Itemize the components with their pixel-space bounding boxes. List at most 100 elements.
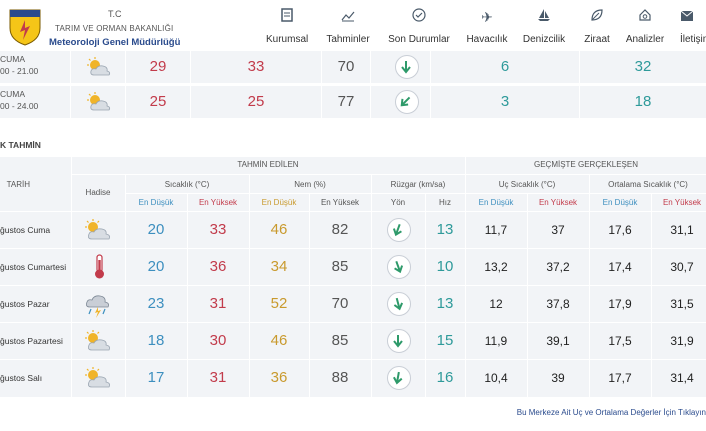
temp-max: 31 xyxy=(209,295,227,312)
wind-direction-icon xyxy=(395,90,419,114)
nav-label: Kurumsal xyxy=(266,34,309,45)
averages-link[interactable]: Bu Merkeze Ait Uç ve Ortalama Değerler İ… xyxy=(516,408,706,417)
partly-cloudy-icon xyxy=(84,367,112,394)
nav-son-durumlar[interactable]: Son Durumlar xyxy=(387,8,451,52)
extreme-min: 11,9 xyxy=(484,334,508,348)
nav-havacilik[interactable]: ✈ Havacılık xyxy=(466,8,508,52)
temp-max: 30 xyxy=(209,332,227,349)
nav-analizler[interactable]: Analizler xyxy=(625,8,665,52)
avg-max: 30,7 xyxy=(670,260,694,274)
hourly-humidity: 70 xyxy=(337,58,355,75)
wind-speed: 13 xyxy=(436,221,454,238)
partly-cloudy-icon xyxy=(86,92,112,117)
temp-header: Sıcaklık (°C) xyxy=(164,180,210,189)
nav-ziraat[interactable]: Ziraat xyxy=(582,8,612,52)
humidity-min: 46 xyxy=(270,221,288,238)
nav-denizcilik[interactable]: Denizcilik xyxy=(521,8,567,52)
temp-max: 36 xyxy=(209,258,227,275)
nav-kurumsal[interactable]: Kurumsal xyxy=(266,8,308,52)
history-group-header: GEÇMİŞTE GERÇEKLEŞEN xyxy=(533,160,639,169)
row-date: ğustos Salı xyxy=(0,373,43,383)
hourly-time: 00 - 24.00 xyxy=(0,101,39,111)
plane-icon: ✈ xyxy=(481,9,493,25)
nav-iletisim[interactable]: İletişim xyxy=(680,8,706,52)
nav-label: Tahminler xyxy=(326,34,370,45)
hourly-day: CUMA xyxy=(0,54,26,64)
org-name[interactable]: Meteoroloji Genel Müdürlüğü xyxy=(49,37,181,48)
extreme-max: 39 xyxy=(551,371,565,385)
humidity-max: 85 xyxy=(331,332,349,349)
chart-icon xyxy=(325,8,371,28)
wind-direction-icon xyxy=(387,218,411,242)
mgm-logo[interactable] xyxy=(8,8,42,46)
site-header: T.C TARIM VE ORMAN BAKANLIĞI Meteoroloji… xyxy=(0,0,706,57)
avg-min: 17,6 xyxy=(608,223,632,237)
sub-max: En Yüksek xyxy=(538,198,578,207)
hourly-humidity: 77 xyxy=(337,93,355,110)
sub-min: En Düşük xyxy=(261,198,297,207)
extreme-max: 39,1 xyxy=(546,334,570,348)
hourly-temp: 29 xyxy=(149,58,167,75)
partly-cloudy-icon xyxy=(84,330,112,357)
humidity-max: 88 xyxy=(331,369,349,386)
wind-speed: 15 xyxy=(436,332,454,349)
forecast-group-header: TAHMİN EDİLEN xyxy=(237,160,299,169)
temp-min: 18 xyxy=(147,332,165,349)
wind-direction-icon xyxy=(387,366,411,390)
wind-direction-icon xyxy=(387,329,411,353)
sub-max: En Yüksek xyxy=(320,198,360,207)
extreme-max: 37,2 xyxy=(546,260,570,274)
nav-label: Havacılık xyxy=(466,34,508,45)
hourly-row: CUMA 00 - 21.00 29 33 70 6 32 xyxy=(0,51,706,83)
extreme-temp-header: Uç Sıcaklık (°C) xyxy=(498,180,556,189)
sub-direction: Yön xyxy=(390,198,406,207)
humidity-max: 85 xyxy=(331,258,349,275)
wind-speed: 13 xyxy=(436,295,454,312)
wind-header: Rüzgar (km/sa) xyxy=(390,180,446,189)
wind-direction-icon xyxy=(387,255,411,279)
check-circle-icon xyxy=(387,8,451,28)
wind-direction-icon xyxy=(387,292,411,316)
temp-min: 17 xyxy=(147,369,165,386)
forecast-table xyxy=(0,157,706,397)
wind-direction-icon xyxy=(395,55,419,79)
avg-min: 17,7 xyxy=(608,371,632,385)
extreme-min: 11,7 xyxy=(484,223,508,237)
sub-max: En Yüksek xyxy=(198,198,238,207)
hourly-day: CUMA xyxy=(0,89,26,99)
avg-temp-header: Ortalama Sıcaklık (°C) xyxy=(608,180,688,189)
humidity-min: 34 xyxy=(270,258,288,275)
temp-max: 31 xyxy=(209,369,227,386)
tc-label: T.C xyxy=(108,9,122,19)
extreme-min: 10,4 xyxy=(484,371,508,385)
partly-cloudy-icon xyxy=(84,219,112,246)
avg-max: 31,9 xyxy=(670,334,694,348)
avg-max: 31,5 xyxy=(670,297,694,311)
leaf-icon xyxy=(582,8,612,28)
nav-label: Analizler xyxy=(625,34,665,45)
nav-tahminler[interactable]: Tahminler xyxy=(325,8,371,52)
humidity-max: 82 xyxy=(331,221,349,238)
sub-max: En Yüksek xyxy=(662,198,702,207)
extreme-min: 12 xyxy=(489,297,503,311)
thunderstorm-icon xyxy=(84,293,112,324)
humidity-max: 70 xyxy=(331,295,349,312)
hourly-feels: 25 xyxy=(247,93,265,110)
extreme-max: 37 xyxy=(551,223,565,237)
section-title: K TAHMİN xyxy=(0,140,41,150)
sub-min: En Düşük xyxy=(602,198,638,207)
temp-max: 33 xyxy=(209,221,227,238)
envelope-icon xyxy=(680,8,706,28)
sub-min: En Düşük xyxy=(478,198,514,207)
hourly-row: CUMA 00 - 24.00 25 25 77 3 18 xyxy=(0,86,706,118)
row-date: ğustos Cuma xyxy=(0,225,51,235)
hourly-feels: 33 xyxy=(247,58,265,75)
humidity-min: 52 xyxy=(270,295,288,312)
sub-speed: Hız xyxy=(439,198,451,207)
date-header: TARİH xyxy=(6,180,30,189)
sailboat-icon xyxy=(521,8,567,28)
humidity-min: 36 xyxy=(270,369,288,386)
row-date: ğustos Pazar xyxy=(0,299,50,309)
humidity-header: Nem (%) xyxy=(294,180,326,189)
avg-min: 17,9 xyxy=(608,297,632,311)
